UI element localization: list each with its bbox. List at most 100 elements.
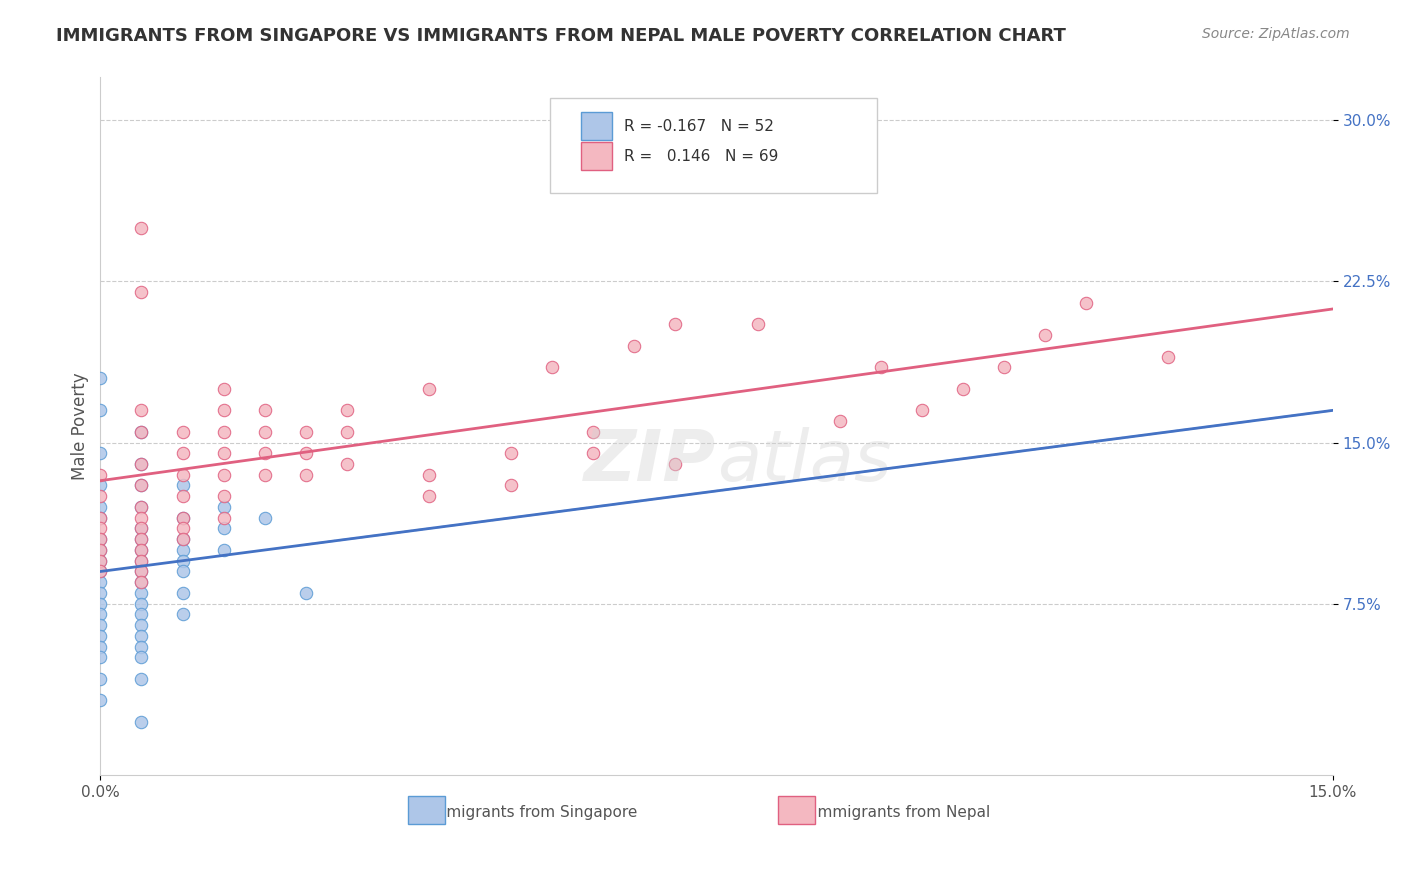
Point xyxy=(131,457,153,471)
Point xyxy=(294,425,316,439)
Point xyxy=(253,446,276,460)
Point xyxy=(623,339,645,353)
Point xyxy=(747,318,769,332)
FancyBboxPatch shape xyxy=(581,143,612,170)
Point xyxy=(1157,350,1180,364)
Point xyxy=(212,467,235,482)
Point xyxy=(131,500,153,514)
Point xyxy=(172,532,194,546)
Point xyxy=(131,554,153,568)
Point xyxy=(336,403,359,417)
Point xyxy=(131,542,153,557)
Point xyxy=(294,446,316,460)
Point xyxy=(89,607,111,622)
Point xyxy=(253,403,276,417)
Point xyxy=(1076,296,1098,310)
Point xyxy=(89,629,111,643)
Point xyxy=(418,467,440,482)
Point xyxy=(89,542,111,557)
Point xyxy=(664,457,686,471)
Point xyxy=(131,586,153,600)
Text: R = -0.167   N = 52: R = -0.167 N = 52 xyxy=(624,119,775,134)
Point xyxy=(131,597,153,611)
Point xyxy=(131,220,153,235)
Point xyxy=(336,425,359,439)
Point xyxy=(89,532,111,546)
Point xyxy=(131,618,153,632)
Point xyxy=(89,521,111,535)
Point xyxy=(294,467,316,482)
Point xyxy=(89,510,111,524)
Point xyxy=(89,565,111,579)
Point xyxy=(131,714,153,729)
Point xyxy=(664,318,686,332)
Point xyxy=(253,467,276,482)
Text: atlas: atlas xyxy=(717,426,891,496)
Point xyxy=(89,618,111,632)
Point xyxy=(172,607,194,622)
Point xyxy=(212,542,235,557)
Point xyxy=(131,672,153,686)
Y-axis label: Male Poverty: Male Poverty xyxy=(72,373,89,480)
Point xyxy=(501,478,523,492)
Point xyxy=(131,542,153,557)
Point xyxy=(911,403,934,417)
Point xyxy=(582,446,605,460)
Point xyxy=(131,500,153,514)
Point xyxy=(89,500,111,514)
Point xyxy=(89,650,111,665)
Point xyxy=(89,403,111,417)
Point xyxy=(131,554,153,568)
Point xyxy=(541,360,564,375)
Point xyxy=(212,500,235,514)
Point xyxy=(212,382,235,396)
Point xyxy=(89,693,111,707)
Point xyxy=(131,521,153,535)
Point xyxy=(336,457,359,471)
Point xyxy=(212,446,235,460)
Point xyxy=(89,554,111,568)
Point xyxy=(131,565,153,579)
Point xyxy=(172,510,194,524)
Point xyxy=(131,285,153,300)
Point xyxy=(131,478,153,492)
Point xyxy=(131,640,153,654)
Point xyxy=(253,425,276,439)
Point xyxy=(131,457,153,471)
Point xyxy=(131,565,153,579)
Point xyxy=(172,554,194,568)
Point xyxy=(253,510,276,524)
Point xyxy=(131,532,153,546)
Point xyxy=(582,425,605,439)
Point xyxy=(172,467,194,482)
Point xyxy=(952,382,974,396)
Point xyxy=(89,586,111,600)
Point xyxy=(131,575,153,590)
Point xyxy=(89,565,111,579)
FancyBboxPatch shape xyxy=(409,797,446,824)
Point xyxy=(131,403,153,417)
Point xyxy=(212,425,235,439)
Point xyxy=(131,532,153,546)
Point xyxy=(212,403,235,417)
Point xyxy=(131,478,153,492)
Point xyxy=(89,446,111,460)
Point xyxy=(172,521,194,535)
Point xyxy=(870,360,893,375)
FancyBboxPatch shape xyxy=(581,112,612,140)
Point xyxy=(89,672,111,686)
Text: R =   0.146   N = 69: R = 0.146 N = 69 xyxy=(624,149,779,164)
Point xyxy=(131,521,153,535)
Point xyxy=(172,425,194,439)
Point xyxy=(131,650,153,665)
Point xyxy=(131,629,153,643)
Point xyxy=(89,532,111,546)
Point xyxy=(828,414,851,428)
Point xyxy=(172,478,194,492)
Point xyxy=(172,532,194,546)
Point xyxy=(418,489,440,503)
Point xyxy=(89,542,111,557)
Point xyxy=(172,489,194,503)
Text: IMMIGRANTS FROM SINGAPORE VS IMMIGRANTS FROM NEPAL MALE POVERTY CORRELATION CHAR: IMMIGRANTS FROM SINGAPORE VS IMMIGRANTS … xyxy=(56,27,1066,45)
Point xyxy=(212,521,235,535)
